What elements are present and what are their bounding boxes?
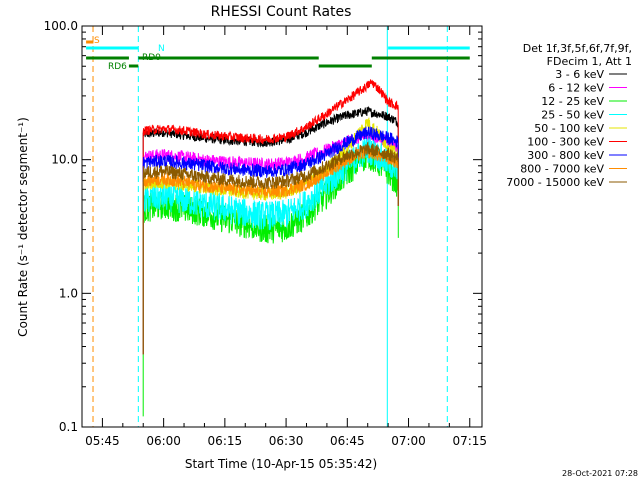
- y-axis-label: Count Rate (s⁻¹ detector segment⁻¹): [16, 117, 30, 337]
- x-axis-label: Start Time (10-Apr-15 05:35:42): [185, 457, 377, 471]
- legend: Det 1f,3f,5f,6f,7f,9f,FDecim 1, Att 13 -…: [506, 42, 632, 189]
- state-bar-label-0: S: [94, 36, 100, 46]
- legend-header-0: Det 1f,3f,5f,6f,7f,9f,: [523, 42, 632, 55]
- x-tick-label-4: 06:45: [330, 434, 365, 448]
- x-axis: 05:45 06:00 06:15 06:30 06:45 07:00 07:15: [85, 26, 487, 448]
- x-tick-label-1: 06:00: [146, 434, 181, 448]
- legend-label-7: 800 - 7000 keV: [520, 163, 604, 176]
- series-line-5: [142, 79, 399, 355]
- x-tick-label-3: 06:30: [269, 434, 304, 448]
- plot-frame: [81, 25, 483, 428]
- state-bar-label-3: RD6: [108, 62, 127, 72]
- legend-label-4: 50 - 100 keV: [534, 122, 604, 135]
- legend-header-1: FDecim 1, Att 1: [547, 55, 632, 68]
- y-tick-label-3: 100.0: [44, 19, 78, 33]
- timestamp: 28-Oct-2021 07:28: [562, 469, 638, 478]
- series-line-8: [142, 141, 399, 355]
- y-tick-label-0: 0.1: [59, 420, 78, 434]
- state-bar-label-2: RD0: [142, 53, 161, 63]
- x-tick-label-0: 05:45: [85, 434, 120, 448]
- x-tick-label-5: 07:00: [391, 434, 426, 448]
- y-tick-label-2: 10.0: [51, 153, 78, 167]
- x-tick-label-6: 07:15: [452, 434, 487, 448]
- legend-label-2: 12 - 25 keV: [541, 95, 604, 108]
- chart-title: RHESSI Count Rates: [211, 4, 352, 20]
- legend-label-6: 300 - 800 keV: [527, 149, 604, 162]
- series-line-0: [142, 105, 399, 355]
- y-tick-label-1: 1.0: [59, 286, 78, 300]
- x-tick-label-2: 06:15: [208, 434, 243, 448]
- legend-label-5: 100 - 300 keV: [527, 136, 604, 149]
- legend-label-0: 3 - 6 keV: [555, 68, 604, 81]
- state-bar-label-1: N: [158, 44, 165, 54]
- legend-label-3: 25 - 50 keV: [541, 109, 604, 122]
- y-axis: 0.1 1.0 10.0 100.0: [44, 19, 482, 434]
- legend-label-1: 6 - 12 keV: [548, 82, 604, 95]
- series-line-6: [142, 126, 399, 355]
- series-line-3: [142, 136, 399, 355]
- legend-label-8: 7000 - 15000 keV: [506, 176, 604, 189]
